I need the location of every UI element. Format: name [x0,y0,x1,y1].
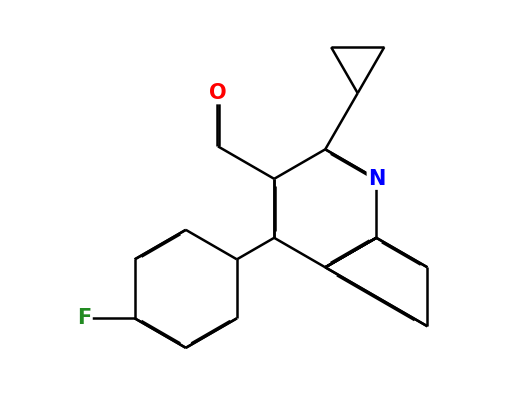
Text: N: N [368,169,385,189]
Text: O: O [209,83,227,103]
Text: F: F [77,308,92,328]
